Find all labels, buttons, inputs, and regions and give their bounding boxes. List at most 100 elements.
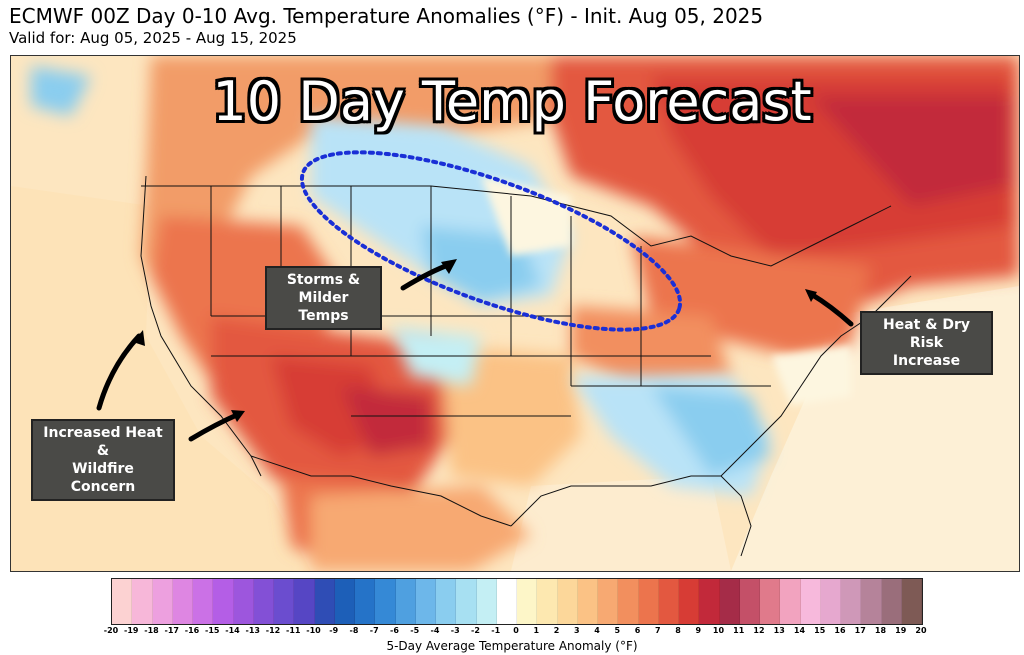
colorbar-tick-label: 10: [712, 626, 725, 635]
colorbar-cell: [901, 579, 922, 624]
storm-region-outline: [299, 150, 683, 332]
colorbar-tick-label: -8: [349, 626, 359, 635]
colorbar-tick-label: 1: [533, 626, 540, 635]
colorbar-cell: [719, 579, 740, 624]
colorbar-cell: [193, 579, 214, 624]
colorbar-tick-label: 7: [654, 626, 661, 635]
colorbar-tick-label: -14: [225, 626, 240, 635]
colorbar-tick-label: 16: [834, 626, 846, 635]
colorbar-cell: [537, 579, 558, 624]
colorbar-cell: [638, 579, 659, 624]
colorbar-cell: [739, 579, 760, 624]
colorbar-cell: [679, 579, 700, 624]
colorbar-cell: [496, 579, 517, 624]
colorbar-cell: [334, 579, 355, 624]
colorbar-cell: [517, 579, 538, 624]
colorbar-label: 5-Day Average Temperature Anomaly (°F): [386, 639, 638, 653]
colorbar-tick-label: -9: [329, 626, 339, 635]
colorbar-tick-label: -15: [205, 626, 220, 635]
colorbar-cell: [780, 579, 801, 624]
colorbar: [111, 578, 923, 625]
colorbar-tick-label: -6: [390, 626, 399, 635]
colorbar-tick-label: 2: [553, 626, 560, 635]
colorbar-tick-label: 0: [513, 626, 519, 635]
colorbar-tick-label: -19: [124, 626, 139, 635]
colorbar-cell: [395, 579, 416, 624]
colorbar-tick-label: -10: [306, 626, 321, 635]
colorbar-tick-label: -18: [144, 626, 159, 635]
callout-storms-milder-temps: Storms & Milder Temps: [265, 266, 382, 330]
colorbar-tick-label: 17: [854, 626, 866, 635]
colorbar-cell: [314, 579, 335, 624]
colorbar-tick-label: -7: [369, 626, 379, 635]
colorbar-cell: [598, 579, 619, 624]
us-canada-border: [141, 185, 892, 267]
colorbar-tick-label: -2: [471, 626, 480, 635]
east-coast: [720, 275, 912, 477]
arrow-heads: [133, 259, 817, 422]
colorbar-cell: [841, 579, 862, 624]
colorbar-cell: [820, 579, 841, 624]
colorbar-cell: [760, 579, 781, 624]
valid-period: Valid for: Aug 05, 2025 - Aug 15, 2025: [9, 29, 297, 47]
colorbar-cell: [699, 579, 720, 624]
colorbar-tick-label: -5: [410, 626, 420, 635]
colorbar-cell: [274, 579, 295, 624]
colorbar-tick-label: -16: [184, 626, 200, 635]
colorbar-tick-label: 8: [675, 626, 681, 635]
colorbar-tick-label: 12: [753, 626, 765, 635]
colorbar-tick-label: 19: [895, 626, 907, 635]
colorbar-tick-label: -11: [286, 626, 301, 635]
callout-heat-wildfire: Increased Heat & Wildfire Concern: [31, 419, 175, 501]
colorbar-tick-label: 14: [793, 626, 806, 635]
colorbar-cell: [172, 579, 193, 624]
colorbar-cell: [456, 579, 477, 624]
colorbar-tick-label: 9: [695, 626, 702, 635]
colorbar-cell: [415, 579, 436, 624]
colorbar-cell: [436, 579, 457, 624]
west-coast: [140, 175, 262, 477]
colorbar-tick-label: -3: [450, 626, 460, 635]
colorbar-tick-label: 20: [915, 626, 927, 635]
colorbar-cell: [294, 579, 315, 624]
colorbar-tick-label: 6: [634, 626, 641, 635]
colorbar-cell: [253, 579, 274, 624]
colorbar-tick-label: 3: [573, 626, 580, 635]
colorbar-tick-label: -17: [164, 626, 179, 635]
colorbar-cell: [800, 579, 821, 624]
us-mexico-border: [250, 455, 512, 527]
colorbar-tick-label: 13: [773, 626, 785, 635]
colorbar-cell: [355, 579, 376, 624]
colorbar-cell: [375, 579, 396, 624]
colorbar-cell: [557, 579, 578, 624]
colorbar-cell: [132, 579, 153, 624]
page-title: ECMWF 00Z Day 0-10 Avg. Temperature Anom…: [9, 4, 764, 28]
colorbar-cell: [476, 579, 497, 624]
colorbar-cell: [213, 579, 234, 624]
colorbar-tick-label: 11: [733, 626, 745, 635]
colorbar-cell: [233, 579, 254, 624]
callout-heat-dry-risk: Heat & Dry Risk Increase: [860, 311, 993, 375]
colorbar-ticks: -20 -19 -18 -17 -16 -15 -14 -13 -12 -11 -10 -9 -8 -7-…: [104, 626, 927, 638]
colorbar-tick-label: -12: [265, 626, 281, 635]
colorbar-tick-label: -13: [245, 626, 260, 635]
colorbar-tick-label: -20: [103, 626, 119, 635]
colorbar-cell: [112, 579, 133, 624]
colorbar-cell: [152, 579, 173, 624]
colorbar-tick-label: 18: [874, 626, 887, 635]
anomaly-map: [10, 55, 1020, 572]
neutral-patches: [481, 176, 851, 406]
colorbar-tick-label: 15: [814, 626, 826, 635]
map-graphic: [11, 56, 1019, 571]
colorbar-tick-label: 5: [614, 626, 621, 635]
colorbar-cell: [577, 579, 598, 624]
colorbar-tick-label: -4: [430, 626, 440, 635]
gulf-of-mexico: [511, 476, 731, 571]
colorbar-cell: [618, 579, 639, 624]
colorbar-cell: [861, 579, 882, 624]
colorbar-tick-label: 4: [594, 626, 600, 635]
gulf-coast: [510, 475, 752, 557]
colorbar-tick-label: -1: [491, 626, 501, 635]
colorbar-cell: [658, 579, 679, 624]
colorbar-cell: [881, 579, 902, 624]
